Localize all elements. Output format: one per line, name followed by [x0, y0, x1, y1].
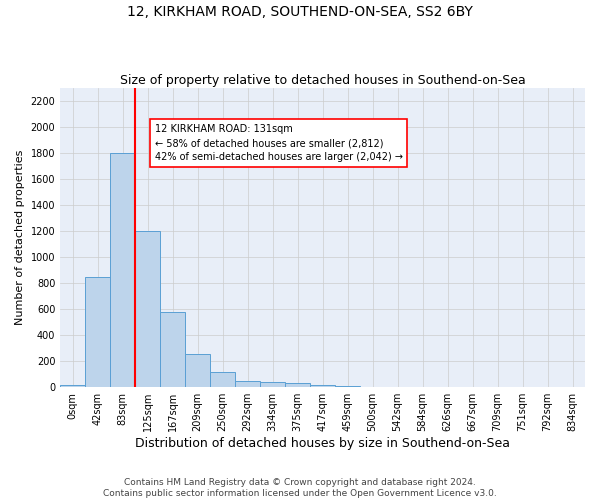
- Bar: [235, 382, 260, 387]
- Title: Size of property relative to detached houses in Southend-on-Sea: Size of property relative to detached ho…: [120, 74, 526, 87]
- Bar: [260, 382, 285, 387]
- Bar: [110, 153, 135, 387]
- Bar: [185, 354, 210, 387]
- Text: 12, KIRKHAM ROAD, SOUTHEND-ON-SEA, SS2 6BY: 12, KIRKHAM ROAD, SOUTHEND-ON-SEA, SS2 6…: [127, 5, 473, 19]
- X-axis label: Distribution of detached houses by size in Southend-on-Sea: Distribution of detached houses by size …: [135, 437, 510, 450]
- Bar: [210, 372, 235, 387]
- Text: Contains HM Land Registry data © Crown copyright and database right 2024.
Contai: Contains HM Land Registry data © Crown c…: [103, 478, 497, 498]
- Y-axis label: Number of detached properties: Number of detached properties: [15, 150, 25, 326]
- Bar: [60, 384, 85, 387]
- Bar: [335, 386, 360, 387]
- Bar: [310, 385, 335, 387]
- Bar: [85, 276, 110, 387]
- Bar: [285, 384, 310, 387]
- Bar: [135, 231, 160, 387]
- Text: 12 KIRKHAM ROAD: 131sqm
← 58% of detached houses are smaller (2,812)
42% of semi: 12 KIRKHAM ROAD: 131sqm ← 58% of detache…: [155, 124, 403, 162]
- Bar: [160, 312, 185, 387]
